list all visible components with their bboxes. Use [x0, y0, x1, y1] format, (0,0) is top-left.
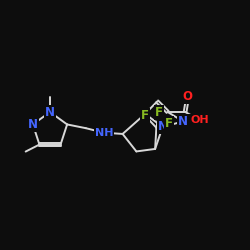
Text: NH: NH	[94, 128, 113, 138]
Text: F: F	[141, 109, 149, 122]
Text: N: N	[28, 118, 38, 131]
Text: N: N	[45, 106, 55, 118]
Text: O: O	[182, 90, 192, 104]
Text: F: F	[155, 106, 163, 119]
Text: N: N	[178, 115, 188, 128]
Text: N: N	[158, 120, 168, 134]
Text: F: F	[165, 118, 173, 130]
Text: OH: OH	[190, 115, 209, 125]
